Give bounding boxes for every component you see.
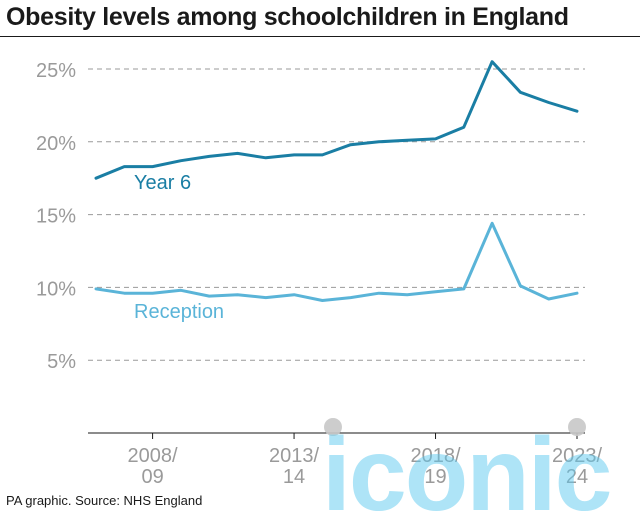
y-tick-label: 25% bbox=[36, 60, 76, 82]
y-tick-label: 20% bbox=[36, 133, 76, 155]
watermark: iconic bbox=[322, 417, 613, 515]
y-tick-label: 10% bbox=[36, 278, 76, 300]
chart-title: Obesity levels among schoolchildren in E… bbox=[6, 3, 569, 31]
watermark-text: iconic bbox=[322, 417, 611, 515]
y-tick-label: 15% bbox=[36, 206, 76, 228]
x-axis-tick-labels: 2008/09 2013/14 2018/19 2023/24 bbox=[128, 433, 602, 488]
x-tick-label: 2013/ bbox=[269, 445, 319, 467]
source-note: PA graphic. Source: NHS England bbox=[6, 493, 203, 508]
x-tick-label-year: 24 bbox=[566, 466, 588, 488]
gridlines bbox=[88, 68, 585, 361]
series-label-reception: Reception bbox=[134, 301, 224, 323]
y-axis-tick-labels: 5% 10% 15% 20% 25% bbox=[36, 60, 76, 373]
x-tick-label-year: 19 bbox=[424, 466, 446, 488]
series-label-year-6: Year 6 bbox=[134, 172, 191, 194]
watermark-dot bbox=[568, 418, 586, 436]
x-tick-label-year: 14 bbox=[283, 466, 305, 488]
series-line-reception bbox=[94, 221, 579, 302]
title-divider bbox=[0, 36, 640, 37]
x-tick-label: 2018/ bbox=[410, 445, 460, 467]
watermark-dot bbox=[324, 418, 342, 436]
x-tick-label: 2008/ bbox=[128, 445, 178, 467]
series-line-year-6 bbox=[94, 60, 579, 180]
x-tick-label: 2023/ bbox=[552, 445, 602, 467]
series-labels: Year 6 Reception bbox=[134, 172, 224, 323]
y-tick-label: 5% bbox=[47, 351, 76, 373]
x-tick-label-year: 09 bbox=[141, 466, 163, 488]
series-lines bbox=[94, 60, 579, 302]
